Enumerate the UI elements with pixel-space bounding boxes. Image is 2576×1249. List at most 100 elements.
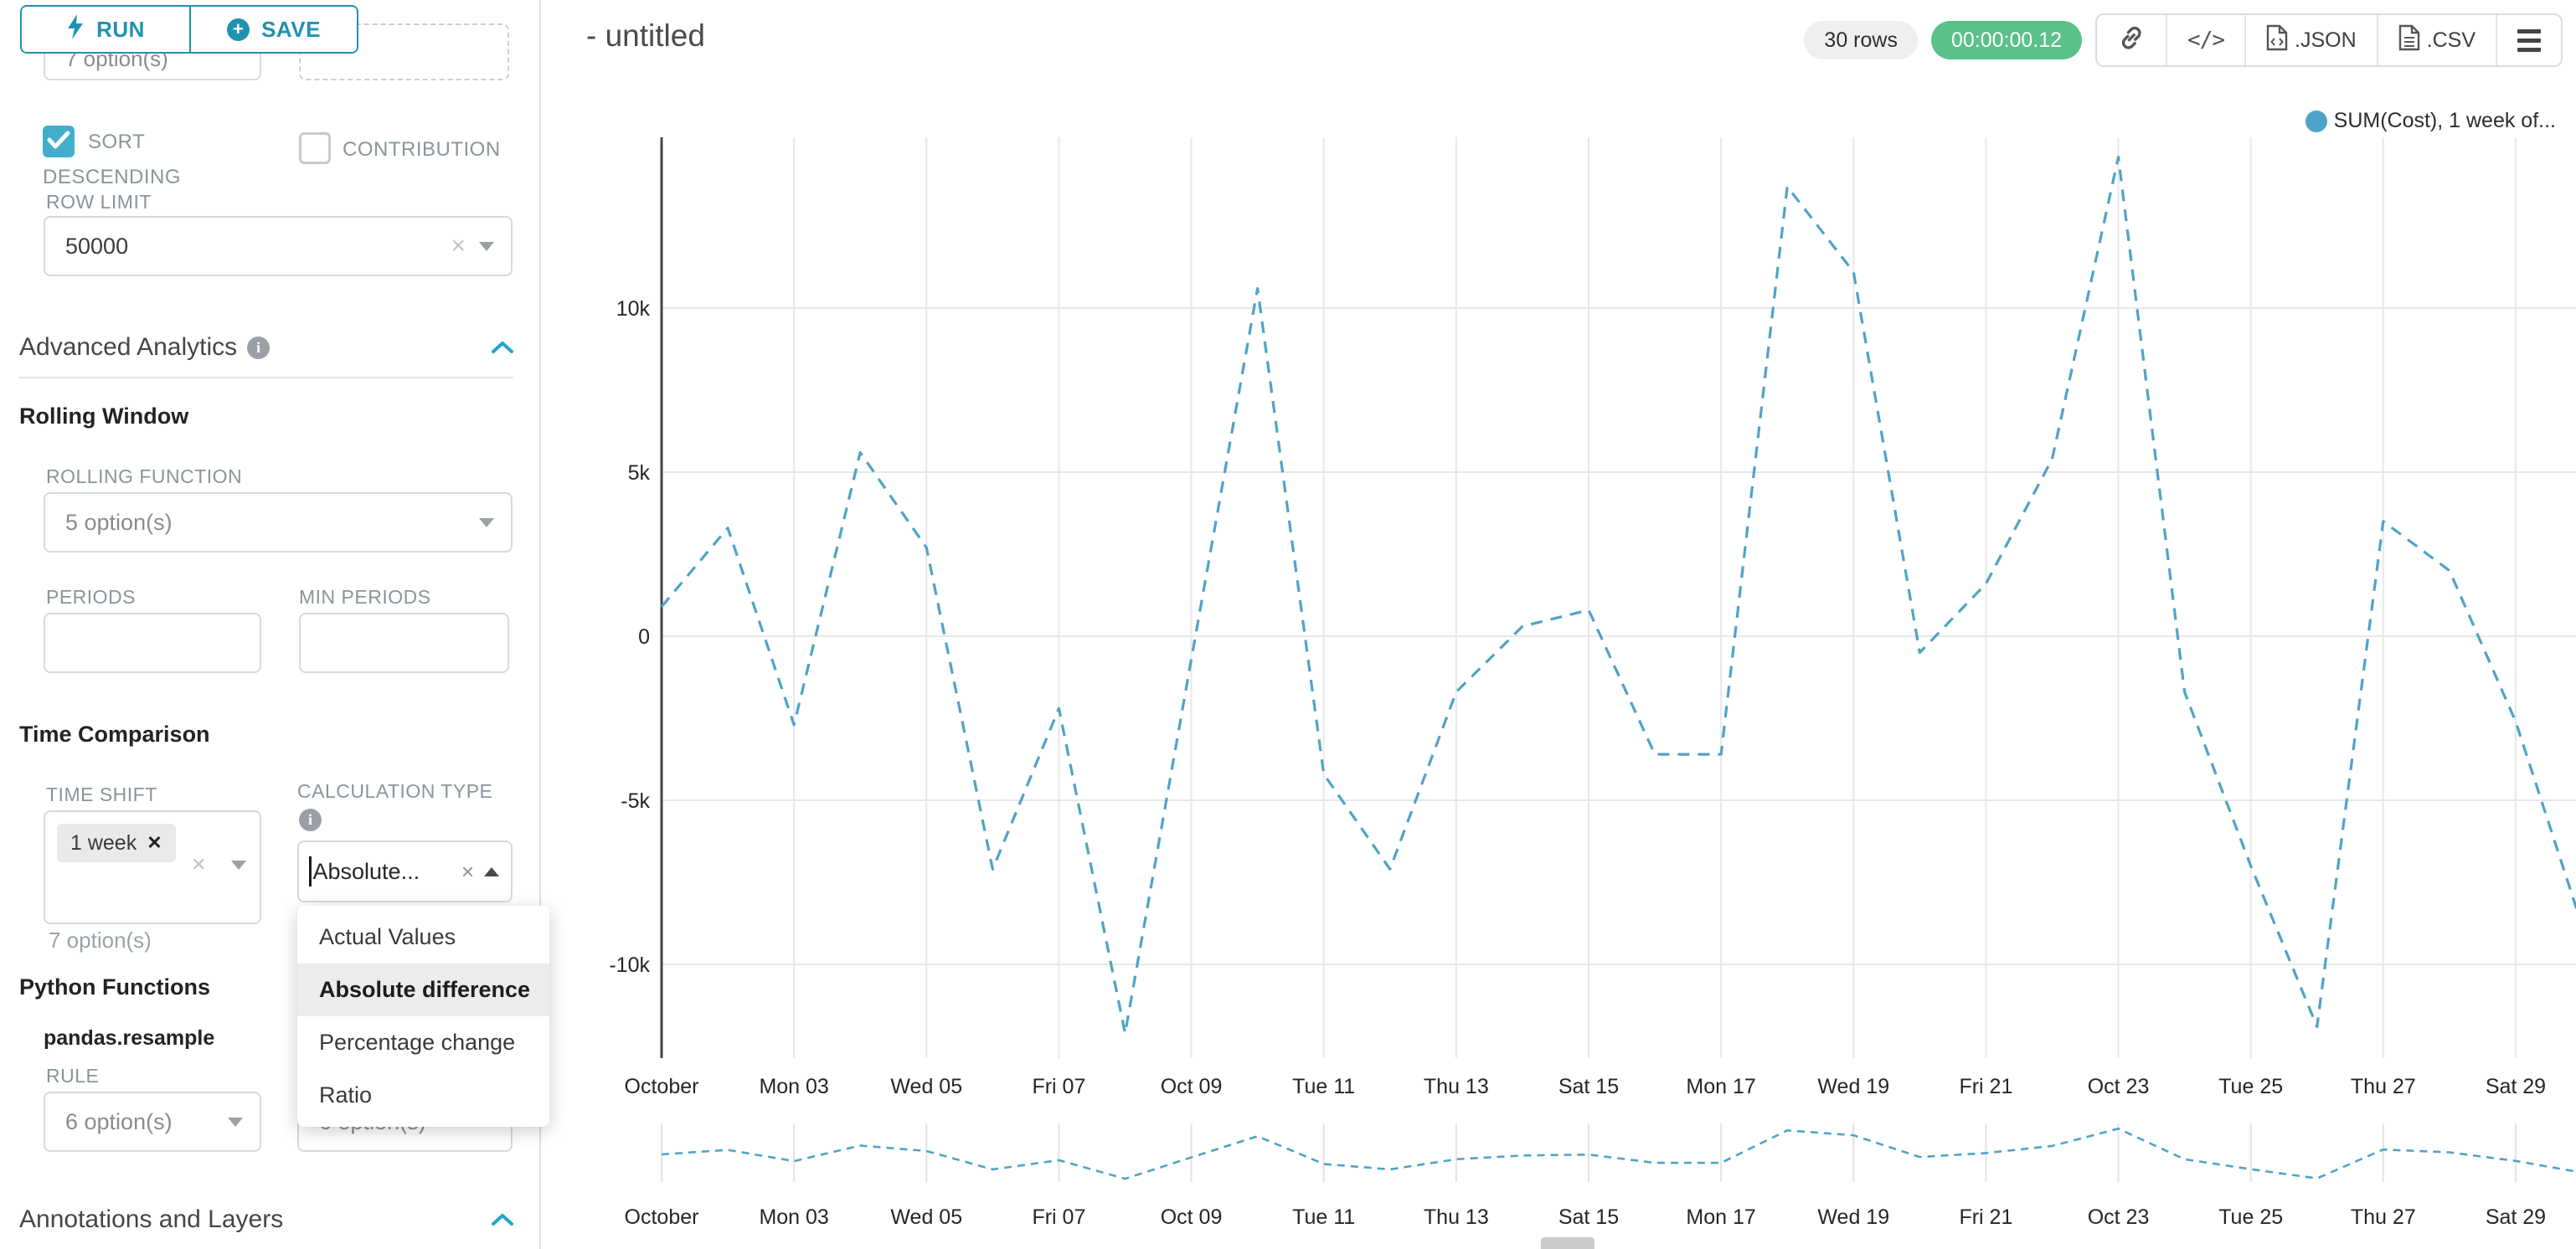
control-panel-sidebar: 7 option(s) RUN + SAVE SORT DESCENDING C… (0, 0, 549, 1249)
row-limit-label: ROW LIMIT (46, 191, 152, 213)
save-button[interactable]: + SAVE (189, 7, 357, 52)
rule-value: 6 option(s) (65, 1108, 173, 1134)
svg-text:5k: 5k (628, 461, 651, 485)
annotations-title: Annotations and Layers (19, 1205, 284, 1233)
svg-text:Fri 07: Fri 07 (1032, 1205, 1085, 1229)
svg-text:Oct 23: Oct 23 (2088, 1205, 2150, 1229)
svg-text:10k: 10k (616, 297, 651, 321)
svg-text:Thu 13: Thu 13 (1424, 1075, 1489, 1098)
chart-title[interactable]: - untitled (586, 18, 705, 53)
legend-series-dot (2305, 110, 2327, 132)
plus-circle-icon: + (227, 18, 250, 41)
rolling-function-label: ROLLING FUNCTION (46, 465, 243, 487)
code-icon: </> (2187, 28, 2225, 53)
svg-text:Sat 29: Sat 29 (2486, 1205, 2546, 1229)
svg-text:Tue 11: Tue 11 (1292, 1205, 1355, 1229)
json-file-icon (2266, 24, 2288, 57)
export-json-label: .JSON (2295, 28, 2357, 52)
annotations-header[interactable]: Annotations and Layers (19, 1205, 513, 1234)
export-json-button[interactable]: .JSON (2244, 15, 2377, 65)
svg-text:Oct 09: Oct 09 (1161, 1075, 1223, 1098)
row-limit-select[interactable]: 50000 × (44, 216, 513, 276)
svg-text:Sat 15: Sat 15 (1558, 1205, 1619, 1229)
svg-text:Oct 23: Oct 23 (2088, 1075, 2150, 1098)
timeseries-line-chart[interactable]: 10k 5k 0 -5k -10k October Mon 03 Wed 05 Fri 07 Oc… (541, 0, 2576, 1249)
calculation-type-select[interactable]: Absolute... × (297, 840, 513, 902)
svg-text:Fri 21: Fri 21 (1959, 1205, 2012, 1229)
calculation-type-dropdown: Actual Values Absolute difference Percen… (297, 906, 549, 1127)
caret-down-icon[interactable] (228, 1117, 243, 1127)
link-icon (2117, 23, 2146, 58)
sort-descending-checkbox[interactable] (43, 126, 75, 157)
query-duration-badge: 00:00:00.12 (1930, 21, 2083, 59)
python-functions-title: Python Functions (19, 974, 210, 1000)
save-button-label: SAVE (261, 16, 321, 42)
caret-down-icon[interactable] (231, 861, 246, 870)
svg-text:Sat 15: Sat 15 (1558, 1075, 1619, 1098)
dropdown-option-absolute-difference[interactable]: Absolute difference (297, 964, 549, 1016)
rule-select[interactable]: 6 option(s) (44, 1092, 261, 1152)
csv-file-icon (2398, 24, 2420, 57)
clear-icon[interactable]: × (461, 859, 474, 884)
svg-text:Fri 21: Fri 21 (1959, 1075, 2012, 1098)
caret-down-icon[interactable] (479, 241, 494, 251)
view-query-button[interactable]: </> (2166, 15, 2244, 65)
dropdown-option-actual-values[interactable]: Actual Values (319, 924, 456, 949)
svg-text:Mon 03: Mon 03 (759, 1205, 828, 1229)
chart-legend[interactable]: SUM(Cost), 1 week of... (2305, 109, 2556, 133)
export-button-group: </> .JSON .CSV (2095, 13, 2563, 67)
short-link-button[interactable] (2097, 15, 2166, 65)
text-cursor (309, 856, 312, 887)
run-button-label: RUN (96, 16, 145, 42)
clear-icon[interactable]: × (191, 851, 206, 878)
periods-label: PERIODS (46, 586, 137, 608)
chart-menu-button[interactable] (2496, 15, 2561, 65)
rule-label: RULE (46, 1065, 100, 1087)
dropdown-option-percentage-change[interactable]: Percentage change (319, 1030, 516, 1055)
export-csv-button[interactable]: .CSV (2376, 15, 2496, 65)
periods-input[interactable] (44, 613, 261, 673)
svg-text:Wed 19: Wed 19 (1817, 1075, 1889, 1098)
clear-icon[interactable]: × (451, 232, 466, 260)
time-shift-tag[interactable]: 1 week ✕ (57, 824, 176, 862)
time-shift-hint: 7 option(s) (49, 928, 152, 953)
svg-text:Wed 05: Wed 05 (890, 1205, 962, 1229)
caret-up-icon[interactable] (484, 866, 499, 876)
svg-text:Wed 05: Wed 05 (890, 1075, 962, 1098)
sort-descending-label-2: DESCENDING (43, 166, 182, 188)
svg-text:Thu 27: Thu 27 (2351, 1075, 2416, 1098)
chevron-up-icon[interactable] (492, 341, 513, 354)
chevron-up-icon[interactable] (492, 1213, 513, 1226)
run-button[interactable]: RUN (22, 7, 189, 52)
dropdown-option-ratio[interactable]: Ratio (319, 1082, 373, 1108)
contribution-checkbox[interactable] (299, 132, 331, 164)
menu-icon (2517, 28, 2541, 52)
svg-text:-10k: -10k (609, 953, 650, 977)
svg-text:-5k: -5k (621, 789, 650, 813)
caret-down-icon[interactable] (479, 517, 494, 527)
info-icon[interactable]: i (247, 336, 270, 359)
bolt-icon (66, 13, 85, 45)
min-periods-input[interactable] (299, 613, 509, 673)
rolling-window-title: Rolling Window (19, 403, 189, 429)
export-csv-label: .CSV (2426, 28, 2476, 52)
svg-text:Mon 17: Mon 17 (1686, 1075, 1755, 1098)
time-comparison-title: Time Comparison (19, 722, 210, 747)
svg-text:Wed 19: Wed 19 (1817, 1205, 1889, 1229)
tag-remove-icon[interactable]: ✕ (147, 832, 162, 853)
section-divider (19, 377, 513, 378)
svg-text:Mon 03: Mon 03 (759, 1075, 828, 1098)
calculation-type-value: Absolute... (312, 858, 420, 884)
chart-header-actions: 30 rows 00:00:00.12 </> .JSON (1804, 13, 2563, 67)
contribution-label: CONTRIBUTION (343, 138, 501, 161)
advanced-analytics-header[interactable]: Advanced Analytics i (19, 333, 513, 362)
svg-text:Oct 09: Oct 09 (1161, 1205, 1223, 1229)
drag-handle[interactable] (1541, 1237, 1595, 1249)
query-actions: RUN + SAVE (20, 5, 358, 54)
time-shift-select[interactable]: 1 week ✕ × (44, 810, 261, 924)
pandas-resample-label: pandas.resample (44, 1026, 215, 1050)
rolling-function-select[interactable]: 5 option(s) (44, 492, 513, 553)
legend-series-label: SUM(Cost), 1 week of... (2333, 109, 2556, 132)
svg-text:Thu 27: Thu 27 (2351, 1205, 2416, 1229)
info-icon[interactable]: i (299, 809, 322, 831)
